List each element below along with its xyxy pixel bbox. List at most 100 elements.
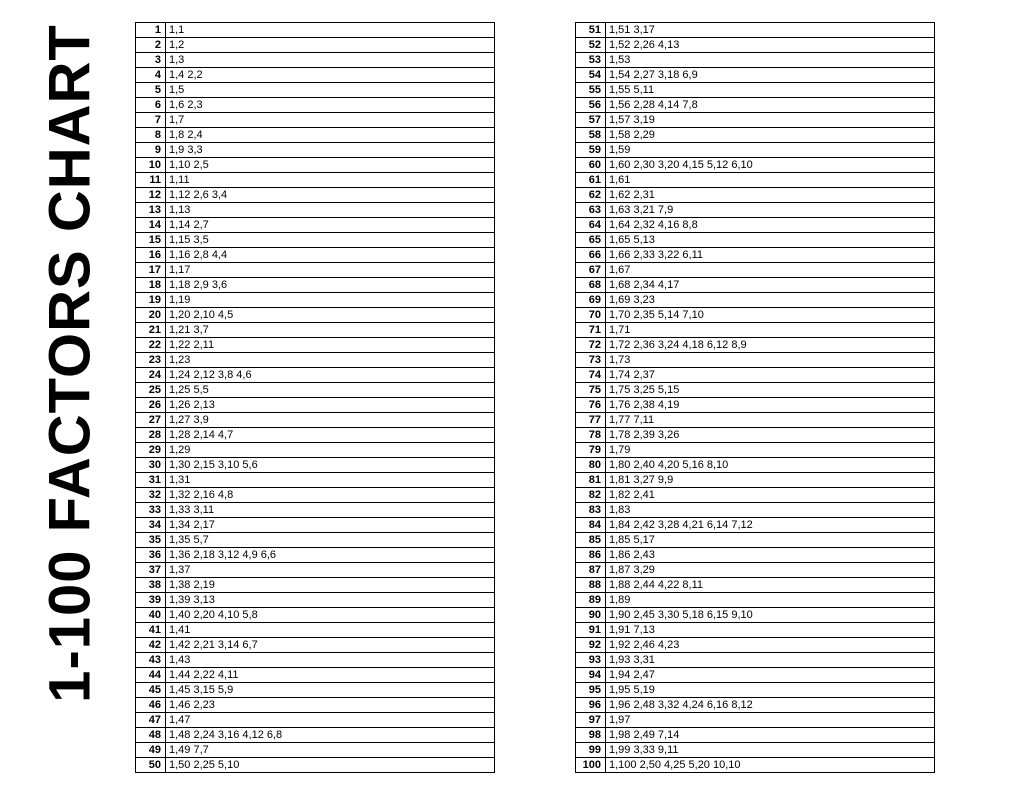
table-row: 291,29 xyxy=(136,443,495,458)
row-number: 28 xyxy=(136,428,166,443)
row-number: 33 xyxy=(136,503,166,518)
table-row: 601,60 2,30 3,20 4,15 5,12 6,10 xyxy=(576,158,935,173)
row-factor-pairs: 1,5 xyxy=(166,83,495,98)
row-factor-pairs: 1,88 2,44 4,22 8,11 xyxy=(606,578,935,593)
table-row: 281,28 2,14 4,7 xyxy=(136,428,495,443)
row-number: 23 xyxy=(136,353,166,368)
table-row: 301,30 2,15 3,10 5,6 xyxy=(136,458,495,473)
table-row: 641,64 2,32 4,16 8,8 xyxy=(576,218,935,233)
row-factor-pairs: 1,33 3,11 xyxy=(166,503,495,518)
row-number: 38 xyxy=(136,578,166,593)
table-row: 171,17 xyxy=(136,263,495,278)
row-factor-pairs: 1,78 2,39 3,26 xyxy=(606,428,935,443)
row-number: 45 xyxy=(136,683,166,698)
row-number: 22 xyxy=(136,338,166,353)
row-factor-pairs: 1,35 5,7 xyxy=(166,533,495,548)
row-factor-pairs: 1,47 xyxy=(166,713,495,728)
row-number: 73 xyxy=(576,353,606,368)
row-factor-pairs: 1,16 2,8 4,4 xyxy=(166,248,495,263)
table-row: 991,99 3,33 9,11 xyxy=(576,743,935,758)
table-row: 671,67 xyxy=(576,263,935,278)
row-factor-pairs: 1,14 2,7 xyxy=(166,218,495,233)
row-number: 74 xyxy=(576,368,606,383)
table-row: 91,9 3,3 xyxy=(136,143,495,158)
row-number: 64 xyxy=(576,218,606,233)
row-factor-pairs: 1,44 2,22 4,11 xyxy=(166,668,495,683)
row-factor-pairs: 1,42 2,21 3,14 6,7 xyxy=(166,638,495,653)
table-row: 901,90 2,45 3,30 5,18 6,15 9,10 xyxy=(576,608,935,623)
table-row: 761,76 2,38 4,19 xyxy=(576,398,935,413)
row-factor-pairs: 1,3 xyxy=(166,53,495,68)
table-row: 11,1 xyxy=(136,23,495,38)
table-row: 351,35 5,7 xyxy=(136,533,495,548)
row-number: 51 xyxy=(576,23,606,38)
row-factor-pairs: 1,64 2,32 4,16 8,8 xyxy=(606,218,935,233)
row-factor-pairs: 1,18 2,9 3,6 xyxy=(166,278,495,293)
row-number: 16 xyxy=(136,248,166,263)
table-row: 631,63 3,21 7,9 xyxy=(576,203,935,218)
row-number: 29 xyxy=(136,443,166,458)
row-factor-pairs: 1,62 2,31 xyxy=(606,188,935,203)
row-factor-pairs: 1,50 2,25 5,10 xyxy=(166,758,495,773)
row-factor-pairs: 1,96 2,48 3,32 4,24 6,16 8,12 xyxy=(606,698,935,713)
row-number: 27 xyxy=(136,413,166,428)
row-factor-pairs: 1,74 2,37 xyxy=(606,368,935,383)
row-factor-pairs: 1,68 2,34 4,17 xyxy=(606,278,935,293)
row-factor-pairs: 1,13 xyxy=(166,203,495,218)
row-number: 50 xyxy=(136,758,166,773)
table-row: 851,85 5,17 xyxy=(576,533,935,548)
row-factor-pairs: 1,93 3,31 xyxy=(606,653,935,668)
row-factor-pairs: 1,79 xyxy=(606,443,935,458)
row-number: 25 xyxy=(136,383,166,398)
table-row: 861,86 2,43 xyxy=(576,548,935,563)
row-number: 70 xyxy=(576,308,606,323)
row-factor-pairs: 1,56 2,28 4,14 7,8 xyxy=(606,98,935,113)
row-factor-pairs: 1,94 2,47 xyxy=(606,668,935,683)
table-row: 451,45 3,15 5,9 xyxy=(136,683,495,698)
row-factor-pairs: 1,76 2,38 4,19 xyxy=(606,398,935,413)
table-row: 821,82 2,41 xyxy=(576,488,935,503)
page-title: 1-100 FACTORS CHART xyxy=(37,14,104,714)
row-number: 26 xyxy=(136,398,166,413)
row-number: 48 xyxy=(136,728,166,743)
row-number: 89 xyxy=(576,593,606,608)
table-row: 741,74 2,37 xyxy=(576,368,935,383)
table-row: 981,98 2,49 7,14 xyxy=(576,728,935,743)
row-factor-pairs: 1,46 2,23 xyxy=(166,698,495,713)
table-row: 61,6 2,3 xyxy=(136,98,495,113)
table-row: 571,57 3,19 xyxy=(576,113,935,128)
row-number: 21 xyxy=(136,323,166,338)
row-factor-pairs: 1,4 2,2 xyxy=(166,68,495,83)
row-factor-pairs: 1,53 xyxy=(606,53,935,68)
row-factor-pairs: 1,45 3,15 5,9 xyxy=(166,683,495,698)
row-number: 42 xyxy=(136,638,166,653)
row-number: 61 xyxy=(576,173,606,188)
table-row: 501,50 2,25 5,10 xyxy=(136,758,495,773)
row-number: 7 xyxy=(136,113,166,128)
row-factor-pairs: 1,26 2,13 xyxy=(166,398,495,413)
row-number: 91 xyxy=(576,623,606,638)
row-number: 90 xyxy=(576,608,606,623)
table-row: 341,34 2,17 xyxy=(136,518,495,533)
table-row: 131,13 xyxy=(136,203,495,218)
row-factor-pairs: 1,55 5,11 xyxy=(606,83,935,98)
row-factor-pairs: 1,37 xyxy=(166,563,495,578)
table-row: 161,16 2,8 4,4 xyxy=(136,248,495,263)
row-number: 96 xyxy=(576,698,606,713)
table-row: 771,77 7,11 xyxy=(576,413,935,428)
row-factor-pairs: 1,11 xyxy=(166,173,495,188)
table-row: 71,7 xyxy=(136,113,495,128)
table-row: 701,70 2,35 5,14 7,10 xyxy=(576,308,935,323)
row-number: 46 xyxy=(136,698,166,713)
row-number: 83 xyxy=(576,503,606,518)
row-factor-pairs: 1,28 2,14 4,7 xyxy=(166,428,495,443)
row-factor-pairs: 1,72 2,36 3,24 4,18 6,12 8,9 xyxy=(606,338,935,353)
table-row: 311,31 xyxy=(136,473,495,488)
row-factor-pairs: 1,75 3,25 5,15 xyxy=(606,383,935,398)
row-factor-pairs: 1,52 2,26 4,13 xyxy=(606,38,935,53)
row-number: 35 xyxy=(136,533,166,548)
row-factor-pairs: 1,1 xyxy=(166,23,495,38)
table-row: 841,84 2,42 3,28 4,21 6,14 7,12 xyxy=(576,518,935,533)
row-factor-pairs: 1,61 xyxy=(606,173,935,188)
row-factor-pairs: 1,36 2,18 3,12 4,9 6,6 xyxy=(166,548,495,563)
